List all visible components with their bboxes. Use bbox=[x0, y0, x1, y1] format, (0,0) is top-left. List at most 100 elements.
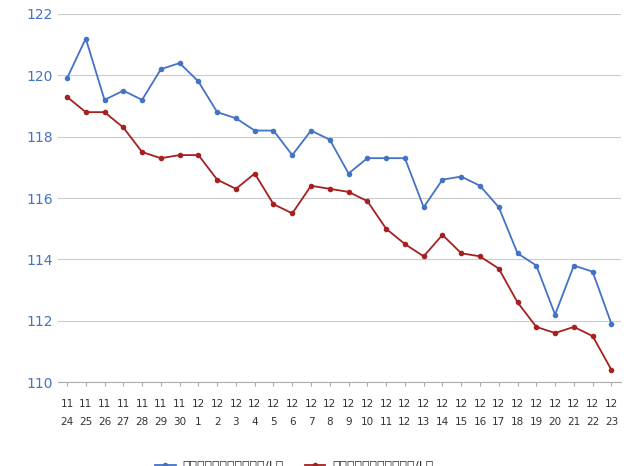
Text: 11: 11 bbox=[60, 399, 74, 409]
レギュラー実売価格（円/L） bbox=[120, 125, 127, 130]
レギュラー実売価格（円/L） bbox=[269, 201, 277, 207]
Text: 12: 12 bbox=[305, 399, 317, 409]
Text: 12: 12 bbox=[229, 399, 243, 409]
レギュラー看板価格（円/L） bbox=[420, 205, 428, 210]
Text: 12: 12 bbox=[567, 399, 580, 409]
Text: 23: 23 bbox=[605, 417, 618, 427]
Text: 27: 27 bbox=[116, 417, 130, 427]
Text: 11: 11 bbox=[98, 399, 111, 409]
レギュラー看板価格（円/L） bbox=[382, 155, 390, 161]
Text: 12: 12 bbox=[548, 399, 562, 409]
レギュラー実売価格（円/L） bbox=[138, 149, 146, 155]
レギュラー看板価格（円/L） bbox=[269, 128, 277, 133]
レギュラー看板価格（円/L） bbox=[495, 205, 502, 210]
レギュラー実売価格（円/L） bbox=[382, 226, 390, 232]
Text: 5: 5 bbox=[270, 417, 277, 427]
Text: 12: 12 bbox=[285, 399, 299, 409]
レギュラー看板価格（円/L） bbox=[195, 79, 202, 84]
Text: 28: 28 bbox=[136, 417, 148, 427]
Text: 25: 25 bbox=[79, 417, 92, 427]
Text: 12: 12 bbox=[511, 399, 524, 409]
レギュラー実売価格（円/L） bbox=[195, 152, 202, 158]
Text: 19: 19 bbox=[530, 417, 543, 427]
レギュラー実売価格（円/L） bbox=[100, 110, 108, 115]
Text: 11: 11 bbox=[154, 399, 168, 409]
Text: 12: 12 bbox=[380, 399, 393, 409]
Text: 12: 12 bbox=[530, 399, 543, 409]
Text: 30: 30 bbox=[173, 417, 186, 427]
Text: 12: 12 bbox=[267, 399, 280, 409]
Text: 12: 12 bbox=[474, 399, 486, 409]
Text: 29: 29 bbox=[154, 417, 168, 427]
Text: 12: 12 bbox=[323, 399, 337, 409]
レギュラー看板価格（円/L） bbox=[514, 250, 522, 256]
Text: 12: 12 bbox=[192, 399, 205, 409]
Text: 11: 11 bbox=[173, 399, 186, 409]
レギュラー実売価格（円/L） bbox=[607, 367, 615, 373]
レギュラー実売価格（円/L） bbox=[289, 211, 296, 216]
レギュラー実売価格（円/L） bbox=[570, 324, 578, 329]
レギュラー実売価格（円/L） bbox=[63, 94, 71, 100]
レギュラー看板価格（円/L） bbox=[213, 110, 221, 115]
レギュラー看板価格（円/L） bbox=[607, 321, 615, 327]
Text: 14: 14 bbox=[436, 417, 449, 427]
Text: 11: 11 bbox=[380, 417, 393, 427]
レギュラー看板価格（円/L） bbox=[251, 128, 259, 133]
Text: 13: 13 bbox=[417, 417, 430, 427]
Text: 22: 22 bbox=[586, 417, 599, 427]
レギュラー看板価格（円/L） bbox=[589, 269, 596, 274]
Text: 10: 10 bbox=[361, 417, 374, 427]
Text: 2: 2 bbox=[214, 417, 221, 427]
レギュラー実売価格（円/L） bbox=[458, 250, 465, 256]
Text: 17: 17 bbox=[492, 417, 506, 427]
レギュラー看板価格（円/L） bbox=[551, 312, 559, 317]
レギュラー実売価格（円/L） bbox=[551, 330, 559, 336]
レギュラー実売価格（円/L） bbox=[532, 324, 540, 329]
Text: 12: 12 bbox=[211, 399, 224, 409]
レギュラー看板価格（円/L） bbox=[307, 128, 315, 133]
Text: 12: 12 bbox=[342, 399, 355, 409]
レギュラー看板価格（円/L） bbox=[100, 97, 108, 103]
Text: 12: 12 bbox=[361, 399, 374, 409]
Text: 12: 12 bbox=[436, 399, 449, 409]
レギュラー実売価格（円/L） bbox=[251, 171, 259, 176]
Text: 4: 4 bbox=[252, 417, 258, 427]
Text: 12: 12 bbox=[417, 399, 430, 409]
Legend: レギュラー看板価格（円/L）, レギュラー実売価格（円/L）: レギュラー看板価格（円/L）, レギュラー実売価格（円/L） bbox=[149, 454, 439, 466]
Text: 1: 1 bbox=[195, 417, 202, 427]
レギュラー実売価格（円/L） bbox=[476, 254, 484, 259]
Text: 24: 24 bbox=[60, 417, 74, 427]
Text: 12: 12 bbox=[492, 399, 506, 409]
レギュラー看板価格（円/L） bbox=[120, 88, 127, 94]
Text: 12: 12 bbox=[248, 399, 261, 409]
Text: 11: 11 bbox=[116, 399, 130, 409]
レギュラー実売価格（円/L） bbox=[176, 152, 184, 158]
Text: 9: 9 bbox=[345, 417, 352, 427]
レギュラー看板価格（円/L） bbox=[532, 263, 540, 268]
レギュラー看板価格（円/L） bbox=[63, 75, 71, 81]
レギュラー実売価格（円/L） bbox=[364, 199, 371, 204]
レギュラー実売価格（円/L） bbox=[589, 333, 596, 339]
Text: 26: 26 bbox=[98, 417, 111, 427]
レギュラー実売価格（円/L） bbox=[438, 232, 446, 238]
レギュラー実売価格（円/L） bbox=[495, 266, 502, 271]
レギュラー看板価格（円/L） bbox=[82, 36, 90, 41]
Text: 7: 7 bbox=[308, 417, 314, 427]
レギュラー看板価格（円/L） bbox=[326, 137, 333, 143]
レギュラー看板価格（円/L） bbox=[438, 177, 446, 183]
レギュラー看板価格（円/L） bbox=[176, 60, 184, 66]
レギュラー実売価格（円/L） bbox=[213, 177, 221, 183]
Text: 15: 15 bbox=[454, 417, 468, 427]
レギュラー看板価格（円/L） bbox=[364, 155, 371, 161]
Text: 11: 11 bbox=[79, 399, 92, 409]
レギュラー看板価格（円/L） bbox=[401, 155, 409, 161]
Text: 20: 20 bbox=[548, 417, 562, 427]
Text: 21: 21 bbox=[567, 417, 580, 427]
レギュラー看板価格（円/L） bbox=[232, 116, 240, 121]
Text: 12: 12 bbox=[398, 417, 412, 427]
レギュラー実売価格（円/L） bbox=[514, 300, 522, 305]
Text: 3: 3 bbox=[232, 417, 239, 427]
レギュラー看板価格（円/L） bbox=[157, 66, 164, 72]
レギュラー実売価格（円/L） bbox=[326, 186, 333, 192]
レギュラー実売価格（円/L） bbox=[345, 189, 353, 195]
